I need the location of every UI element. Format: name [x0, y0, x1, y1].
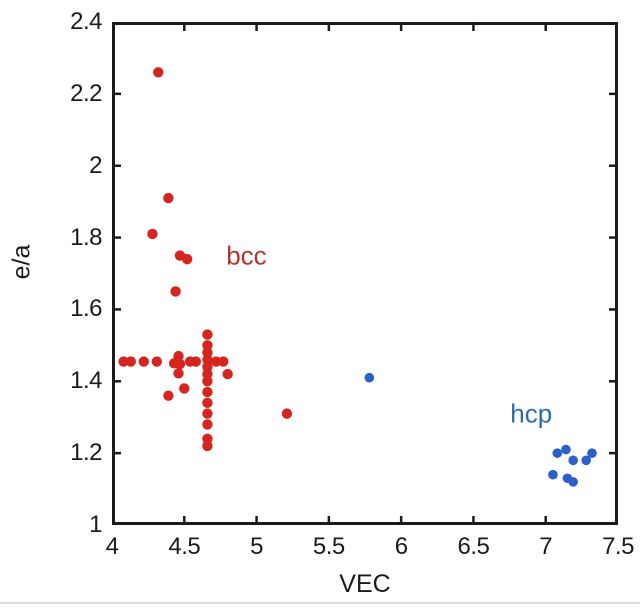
data-point-bcc [151, 356, 163, 367]
x-tick-label: 7.5 [602, 533, 634, 560]
y-tick-label: 2 [89, 151, 102, 179]
data-point-bcc [202, 361, 213, 373]
data-point-bcc [202, 433, 213, 444]
data-point-bcc [170, 286, 181, 297]
data-point-bcc [202, 329, 213, 340]
y-tick-label: 2.2 [70, 79, 102, 107]
data-point-hcp [552, 448, 563, 458]
data-point-bcc [173, 368, 184, 379]
data-point-bcc [202, 376, 213, 387]
x-tick-label: 5 [250, 533, 263, 560]
data-point-hcp [587, 448, 597, 458]
data-point-bcc [163, 192, 174, 204]
data-point-bcc [125, 356, 136, 367]
x-tick-label: 6 [394, 533, 408, 560]
data-point-bcc [179, 383, 190, 394]
data-point-bcc [181, 253, 193, 265]
data-point-hcp [581, 455, 591, 466]
x-axis-label: VEC [339, 570, 391, 598]
data-point-bcc [202, 386, 213, 398]
data-point-bcc [202, 347, 213, 358]
y-tick-label: 1 [89, 511, 102, 538]
data-point-bcc [147, 228, 158, 240]
x-tick-label: 7 [539, 533, 553, 560]
data-point-hcp [548, 469, 558, 480]
data-point-bcc [202, 440, 213, 452]
data-point-hcp [364, 372, 375, 383]
data-point-bcc [218, 356, 229, 367]
data-point-bcc [222, 368, 233, 380]
data-point-bcc [153, 67, 164, 78]
data-point-bcc [163, 390, 174, 401]
data-point-bcc [202, 340, 213, 351]
data-point-bcc [118, 356, 129, 367]
data-point-hcp [561, 444, 571, 455]
x-tick-label: 4.5 [168, 533, 201, 560]
y-axis-label: e/a [7, 244, 36, 280]
data-point-bcc [281, 408, 293, 419]
plot-area [112, 22, 618, 525]
data-point-bcc [138, 356, 150, 367]
data-point-hcp [568, 477, 578, 487]
image-bottom-edge [0, 602, 640, 604]
y-tick-label: 1.8 [70, 223, 102, 251]
data-point-bcc [202, 419, 213, 430]
x-tick-label: 4 [105, 533, 119, 560]
x-tick-label: 6.5 [457, 533, 490, 560]
data-point-bcc [202, 397, 213, 409]
data-point-bcc [174, 358, 186, 370]
data-point-bcc [202, 408, 213, 419]
plot-frame [112, 22, 618, 525]
data-point-bcc [210, 356, 222, 367]
y-tick-label: 1.2 [70, 439, 102, 467]
data-point-hcp [568, 455, 578, 466]
y-tick-label: 1.4 [70, 367, 102, 395]
x-tick-label: 5.5 [312, 533, 345, 560]
y-tick-label: 2.4 [70, 8, 102, 35]
bcc-label: bcc [226, 240, 267, 271]
data-point-bcc [202, 368, 213, 380]
y-tick-label: 1.6 [70, 295, 102, 323]
data-point-bcc [190, 356, 202, 367]
data-point-bcc [202, 354, 213, 365]
hcp-label: hcp [510, 398, 553, 429]
